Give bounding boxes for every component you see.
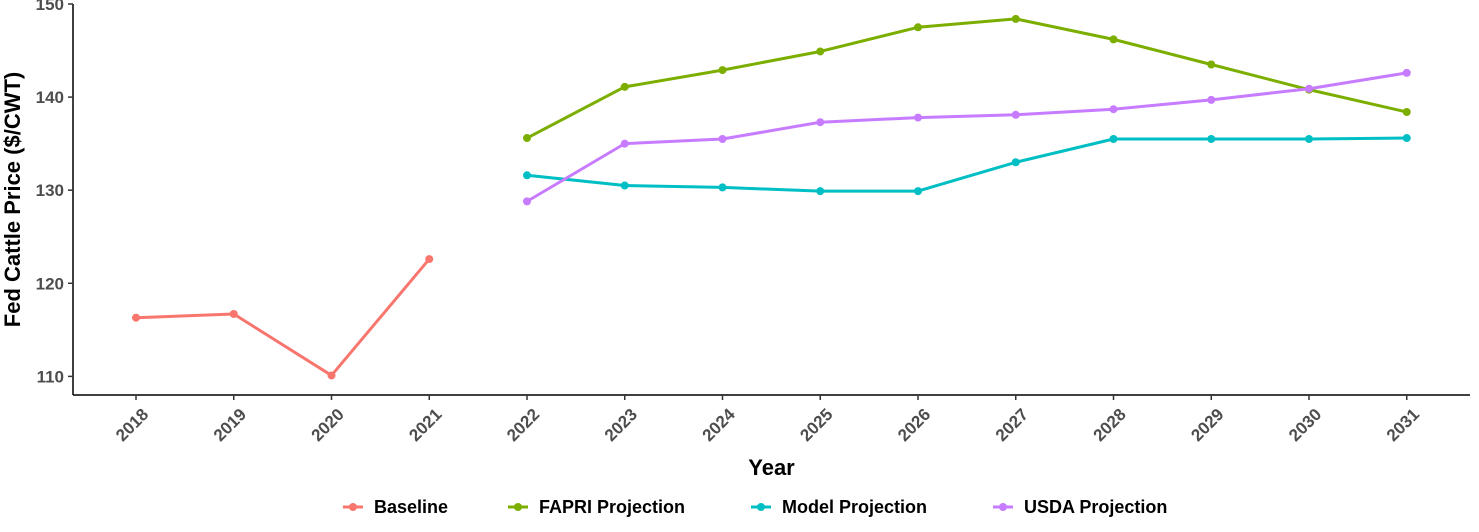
y-axis-title: Fed Cattle Price ($/CWT) bbox=[0, 72, 25, 327]
data-point-fapri-projection bbox=[914, 23, 922, 32]
y-tick-label: 120 bbox=[36, 274, 64, 293]
data-point-usda-projection bbox=[1109, 105, 1118, 114]
y-tick-label: 130 bbox=[36, 181, 64, 200]
data-point-baseline bbox=[327, 371, 336, 380]
data-point-usda-projection bbox=[1207, 95, 1216, 104]
data-point-fapri-projection bbox=[718, 66, 727, 75]
data-point-baseline bbox=[425, 255, 434, 264]
series-line-model-projection bbox=[525, 136, 1409, 193]
x-tick-label: 2020 bbox=[308, 405, 348, 445]
data-point-model-projection bbox=[1305, 134, 1313, 143]
series-usda-projection bbox=[523, 68, 1411, 206]
y-tick-label: 140 bbox=[36, 88, 64, 107]
x-tick-label: 2021 bbox=[405, 405, 445, 445]
legend-item-model-projection: Model Projection bbox=[751, 497, 927, 517]
x-tick-label: 2023 bbox=[601, 405, 641, 445]
legend-key-point bbox=[757, 503, 765, 511]
x-tick-label: 2018 bbox=[112, 405, 152, 445]
data-point-usda-projection bbox=[523, 197, 531, 206]
data-point-fapri-projection bbox=[1402, 107, 1411, 116]
x-tick-label: 2025 bbox=[796, 405, 836, 445]
data-point-model-projection bbox=[620, 181, 629, 190]
x-tick-label: 2024 bbox=[699, 404, 740, 445]
data-point-model-projection bbox=[1207, 134, 1216, 143]
legend-key-point bbox=[514, 503, 522, 511]
data-point-usda-projection bbox=[620, 139, 629, 148]
y-ticks: 110 120 130 140 150 bbox=[36, 0, 73, 386]
data-point-baseline bbox=[132, 313, 140, 322]
axes bbox=[72, 4, 1470, 396]
y-tick-label: 110 bbox=[37, 367, 64, 386]
legend: Baseline FAPRI Projection Model Projection… bbox=[343, 497, 1167, 517]
data-point-fapri-projection bbox=[523, 134, 531, 143]
x-axis-title: Year bbox=[748, 455, 795, 480]
data-point-baseline bbox=[229, 310, 238, 319]
legend-label: USDA Projection bbox=[1024, 497, 1167, 517]
series-group bbox=[132, 14, 1411, 380]
data-point-usda-projection bbox=[914, 113, 922, 122]
data-point-model-projection bbox=[523, 171, 531, 180]
data-point-model-projection bbox=[1011, 158, 1020, 167]
series-model-projection bbox=[523, 134, 1411, 196]
data-point-model-projection bbox=[914, 187, 922, 196]
data-point-usda-projection bbox=[1305, 84, 1313, 93]
data-point-fapri-projection bbox=[620, 82, 629, 91]
legend-key-point bbox=[999, 503, 1007, 511]
x-tick-label: 2030 bbox=[1285, 405, 1325, 445]
legend-label: FAPRI Projection bbox=[539, 497, 685, 517]
data-point-model-projection bbox=[1402, 134, 1411, 143]
series-line-fapri-projection bbox=[525, 17, 1409, 140]
data-point-usda-projection bbox=[1011, 110, 1020, 119]
x-tick-label: 2026 bbox=[894, 405, 934, 445]
data-point-fapri-projection bbox=[1109, 35, 1118, 44]
series-line-baseline bbox=[134, 257, 431, 377]
series-baseline bbox=[132, 255, 434, 380]
data-point-fapri-projection bbox=[1011, 14, 1020, 23]
y-tick-label: 150 bbox=[36, 0, 64, 14]
data-point-usda-projection bbox=[1402, 68, 1411, 77]
x-tick-label: 2019 bbox=[210, 405, 250, 445]
series-line-usda-projection bbox=[525, 71, 1409, 203]
legend-item-usda-projection: USDA Projection bbox=[993, 497, 1167, 517]
legend-label: Baseline bbox=[374, 497, 448, 517]
legend-label: Model Projection bbox=[782, 497, 927, 517]
x-tick-label: 2028 bbox=[1090, 405, 1130, 445]
series-fapri-projection bbox=[523, 14, 1411, 143]
data-point-usda-projection bbox=[718, 134, 727, 143]
x-tick-label: 2029 bbox=[1187, 405, 1227, 445]
data-point-fapri-projection bbox=[816, 47, 825, 56]
data-point-model-projection bbox=[816, 187, 825, 196]
data-point-model-projection bbox=[718, 183, 727, 192]
x-tick-label: 2027 bbox=[992, 405, 1032, 445]
x-tick-label: 2031 bbox=[1383, 405, 1423, 445]
x-tick-label: 2022 bbox=[503, 405, 543, 445]
legend-key-point bbox=[349, 503, 357, 511]
legend-item-fapri-projection: FAPRI Projection bbox=[508, 497, 685, 517]
x-ticks: 2018 2019 2020 2021 2022 2023 2024 2025 2026 2027… bbox=[112, 395, 1423, 445]
legend-item-baseline: Baseline bbox=[343, 497, 448, 517]
data-point-model-projection bbox=[1109, 134, 1118, 143]
data-point-fapri-projection bbox=[1207, 60, 1216, 69]
data-point-usda-projection bbox=[816, 118, 825, 127]
